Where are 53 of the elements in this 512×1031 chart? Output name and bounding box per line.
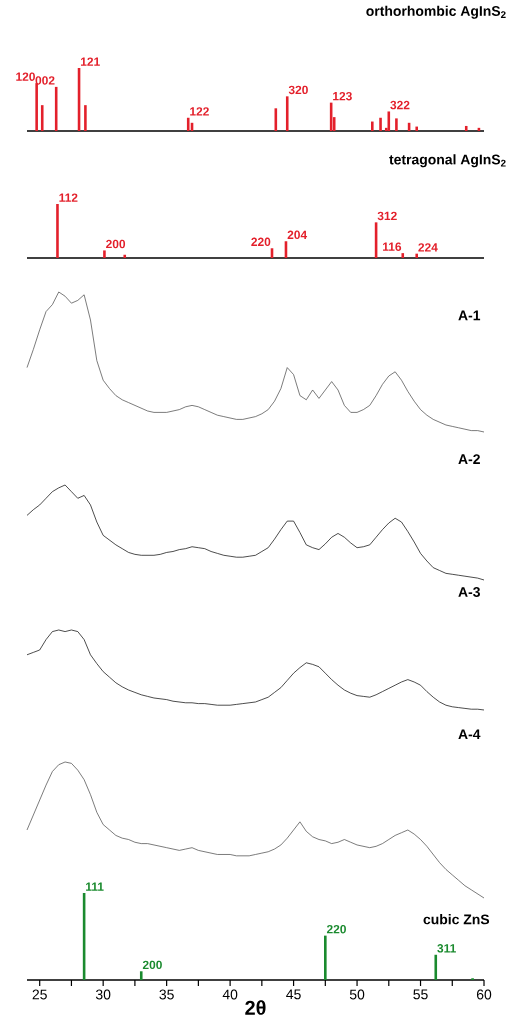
annotation: 320 (288, 85, 308, 95)
x-tick-label: 50 (349, 989, 365, 1000)
x-tick-label: 45 (286, 989, 301, 1000)
chart-title: A-3 (458, 587, 480, 597)
bar (324, 935, 327, 980)
annotation: 111 (86, 882, 104, 891)
annotation: 002 (35, 76, 55, 85)
annotation: 116 (383, 242, 402, 251)
chart-title: tetragonal AgInS$_{2}$ (389, 154, 506, 168)
bar (40, 105, 44, 131)
bar (401, 253, 405, 258)
annotation: 224 (418, 243, 438, 252)
annotation: 200 (106, 239, 126, 249)
annotation: 204 (287, 230, 308, 240)
x-tick-label: 40 (222, 989, 238, 1000)
x-tick-label: 30 (95, 989, 111, 1000)
bar (139, 971, 143, 980)
bar (56, 203, 59, 258)
bar (415, 253, 419, 258)
bar (379, 117, 382, 131)
bar (464, 125, 468, 131)
x-tick-label: 60 (476, 989, 492, 1000)
bar (35, 83, 38, 131)
annotation: 220 (326, 924, 346, 934)
annotation: 322 (390, 100, 410, 110)
bar (387, 111, 391, 131)
annotation: 112 (59, 193, 78, 202)
bar (123, 254, 127, 258)
x-tick-label: 55 (413, 989, 428, 1000)
chart-title: orthorhombic AgInS$_{2}$ (366, 5, 506, 19)
text: cubic ZnS (423, 914, 490, 925)
chart-title: A-2 (458, 454, 480, 464)
annotation: 312 (377, 211, 397, 221)
annotation: 120 (16, 72, 35, 81)
bar (285, 96, 289, 131)
annotation: 121 (81, 57, 100, 66)
bar (434, 954, 438, 980)
x-tick-label: 25 (32, 989, 47, 1000)
x-axis-title: 2θ (245, 1000, 266, 1015)
x-tick-label: 35 (159, 989, 174, 1000)
annotation: 220 (251, 237, 271, 247)
annotation: 122 (190, 107, 209, 116)
bar (84, 105, 87, 131)
bar (395, 118, 398, 131)
bar (415, 126, 419, 131)
bar (103, 250, 106, 258)
chart-title: A-4 (458, 729, 481, 740)
annotation: 311 (437, 944, 456, 953)
bar (370, 121, 374, 131)
annotation: 123 (333, 91, 352, 101)
annotation: 200 (142, 960, 162, 970)
bar (186, 117, 190, 131)
text: A-1 (458, 310, 481, 321)
